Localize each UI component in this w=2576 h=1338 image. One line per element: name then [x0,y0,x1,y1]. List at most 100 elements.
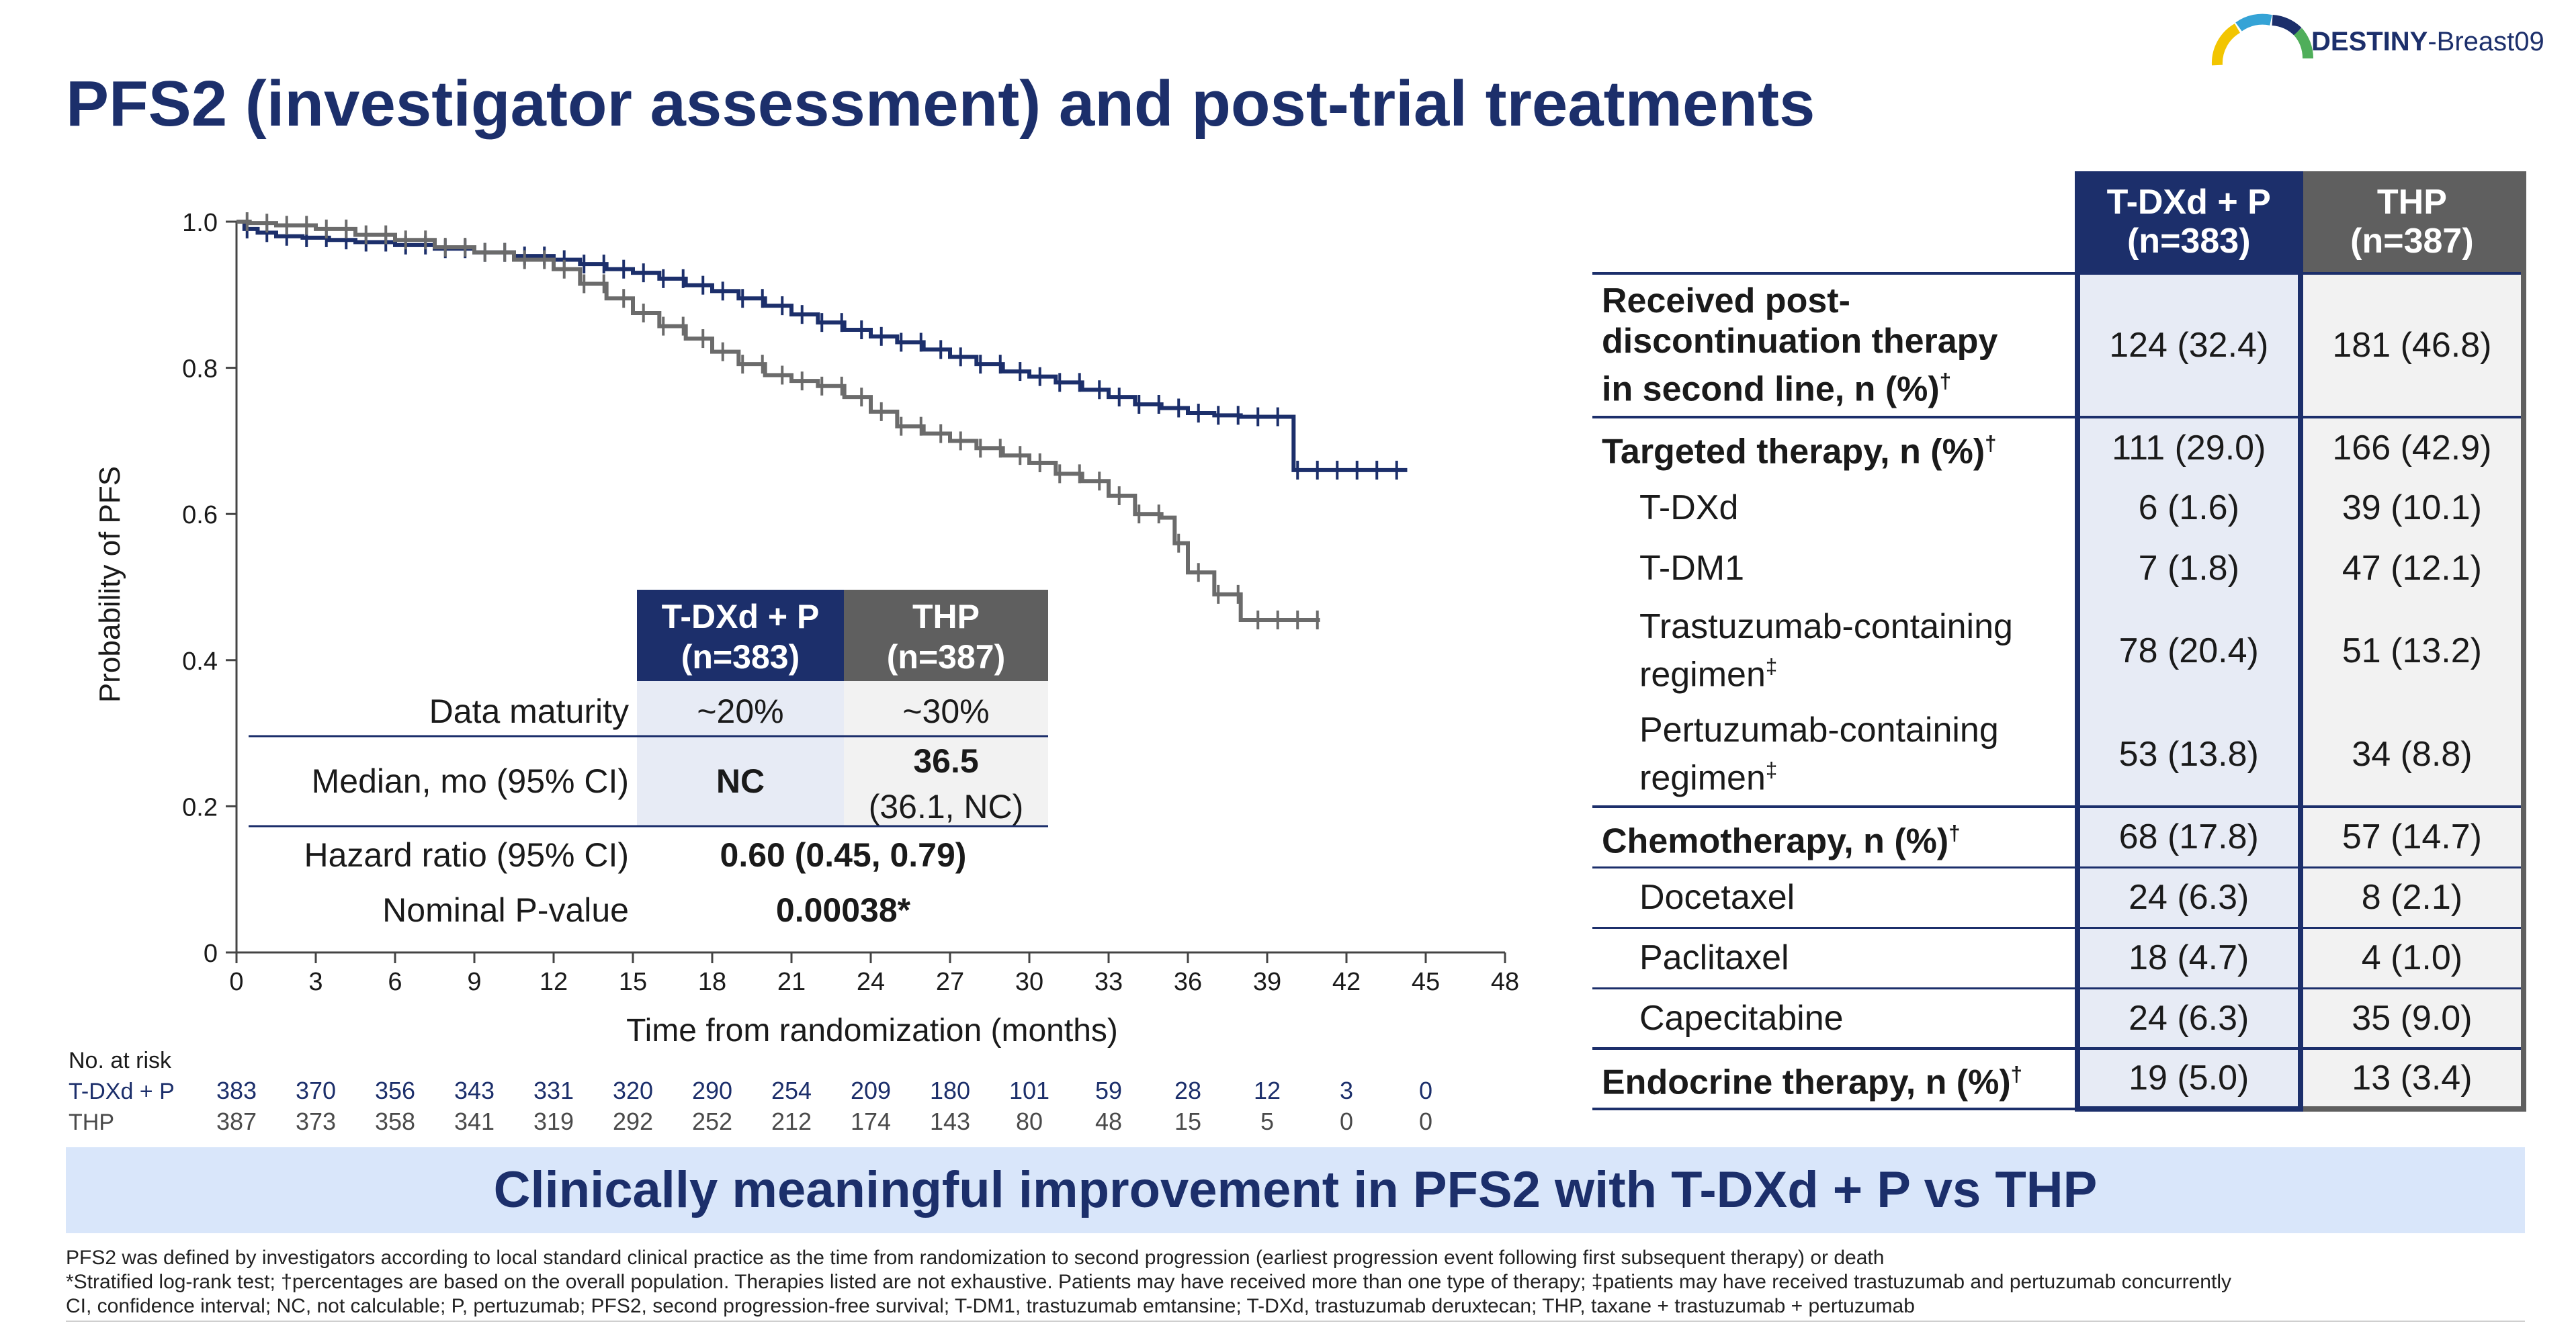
table-row-label: Capecitabine [1592,987,2077,1049]
footnote-3: CI, confidence interval; NC, not calcula… [66,1295,1915,1317]
y-tick-label: 0.6 [182,501,218,529]
inset-header-1-line1: T-DXd + P [662,598,820,635]
table-cell-tdxd: 24 (6.3) [2074,866,2303,928]
logo-text: DESTINY-Breast09 [2311,27,2544,56]
at-risk-value: 387 [216,1108,257,1135]
table-cell-tdxd: 124 (32.4) [2074,272,2303,417]
at-risk-series-label-1: T-DXd + P [69,1079,175,1104]
x-tick-label: 18 [698,968,726,996]
table-cell-thp: 8 (2.1) [2300,866,2527,928]
at-risk-value: 180 [930,1077,970,1104]
at-risk-value: 341 [454,1108,495,1135]
table-cell-tdxd: 111 (29.0) [2074,416,2303,478]
table-cell-tdxd: 68 (17.8) [2074,805,2303,867]
table-row-label: Received post-discontinuation therapy in … [1592,272,2077,417]
y-axis-label: Probability of PFS [93,466,126,703]
at-risk-value: 356 [375,1077,415,1104]
x-tick-label: 27 [936,968,964,996]
x-tick-label: 21 [777,968,806,996]
at-risk-value: 101 [1009,1077,1049,1104]
x-tick-label: 45 [1412,968,1440,996]
x-tick-label: 0 [229,968,243,996]
footnote-1: PFS2 was defined by investigators accord… [66,1247,1885,1269]
table-row-label: Targeted therapy, n (%)† [1592,416,2077,478]
at-risk-value: 358 [375,1108,415,1135]
inset-header-bg-2 [844,590,1048,681]
km-chart: 00.20.40.60.81.00 3 6 9 12 15 18 21 24 27 30 33 36 39… [69,209,1519,1135]
conclusion-banner: Clinically meaningful improvement in PFS… [493,1161,2098,1218]
inset-header-2-line1: THP [912,598,980,635]
y-tick-label: 0.2 [182,793,218,821]
at-risk-value: 370 [296,1077,336,1104]
table-cell-thp: 4 (1.0) [2300,926,2527,988]
at-risk-value: 0 [1340,1108,1353,1135]
table-header-tdxd: T-DXd + P (n=383) [2074,171,2303,273]
at-risk-value: 383 [216,1077,257,1104]
inset-header-bg-1 [637,590,844,681]
at-risk-value: 0 [1419,1077,1432,1104]
table-cell-thp: 166 (42.9) [2300,416,2527,478]
x-tick-label: 3 [308,968,323,996]
inset-col-bg-2 [844,681,1048,826]
inset-table: T-DXd + P (n=383) THP (n=387) Data matur… [249,590,1048,929]
destiny-breast09-logo [2211,13,2314,66]
table-cell-tdxd: 19 (5.0) [2074,1047,2303,1112]
at-risk-value: 80 [1016,1108,1043,1135]
table-cell-thp: 47 (12.1) [2300,538,2527,598]
inset-p-value: 0.00038* [776,891,911,929]
at-risk-value: 343 [454,1077,495,1104]
chart-axes: 00.20.40.60.81.00 3 6 9 12 15 18 21 24 27 30 33 36 39… [182,209,1519,996]
at-risk-value: 319 [533,1108,574,1135]
x-tick-label: 36 [1174,968,1202,996]
inset-row-label-median: Median, mo (95% CI) [312,762,629,800]
inset-header-1-line2: (n=383) [681,638,800,676]
at-risk-value: 212 [771,1108,812,1135]
footer-rule [66,1321,2525,1322]
at-risk-table: 383 370 356 343 331 320 290 254 209 180 101 59 28 12 3… [216,1077,1432,1135]
post-trial-treatments-table: T-DXd + P (n=383) THP (n=387) Received pos… [1592,171,2527,1112]
at-risk-value: 320 [613,1077,653,1104]
inset-p-label: Nominal P-value [382,891,629,929]
inset-row-maturity-b: ~30% [902,693,989,730]
at-risk-value: 209 [851,1077,891,1104]
conclusion-banner-bg [66,1147,2525,1233]
table-row-label: Docetaxel [1592,866,2077,928]
at-risk-value: 3 [1340,1077,1353,1104]
at-risk-value: 15 [1174,1108,1201,1135]
table-header-thp: THP (n=387) [2300,171,2527,273]
table-cell-thp: 51 (13.2) [2300,598,2527,703]
x-tick-label: 33 [1094,968,1123,996]
y-tick-label: 0.8 [182,355,218,384]
table-cell-tdxd: 53 (13.8) [2074,703,2303,807]
x-tick-label: 9 [467,968,481,996]
at-risk-value: 292 [613,1108,653,1135]
table-row-label: Endocrine therapy, n (%)† [1592,1047,2077,1110]
inset-row-label-maturity: Data maturity [429,693,629,730]
table-corner [1592,171,2077,273]
table-cell-thp: 181 (46.8) [2300,272,2527,417]
inset-header-2-line2: (n=387) [887,638,1005,676]
table-cell-tdxd: 78 (20.4) [2074,598,2303,703]
y-tick-label: 0.4 [182,648,218,676]
inset-row-median-b: 36.5 [913,742,978,780]
at-risk-value: 254 [771,1077,812,1104]
at-risk-value: 143 [930,1108,970,1135]
x-tick-label: 39 [1253,968,1281,996]
at-risk-value: 48 [1095,1108,1122,1135]
table-cell-thp: 39 (10.1) [2300,478,2527,538]
at-risk-value: 12 [1254,1077,1281,1104]
at-risk-series-label-2: THP [69,1110,114,1135]
table-cell-thp: 57 (14.7) [2300,805,2527,867]
at-risk-value: 5 [1260,1108,1274,1135]
at-risk-value: 331 [533,1077,574,1104]
at-risk-value: 0 [1419,1108,1432,1135]
series-line-2 [237,220,1320,622]
at-risk-value: 290 [692,1077,732,1104]
footnote-2: *Stratified log-rank test; †percentages … [66,1271,2231,1293]
x-axis-label: Time from randomization (months) [626,1013,1118,1049]
x-tick-label: 42 [1332,968,1361,996]
table-row-label: Trastuzumab-containing regimen‡ [1639,607,2013,695]
table-row-label: Paclitaxel [1592,926,2077,988]
table-cell-tdxd: 7 (1.8) [2074,538,2303,598]
at-risk-value: 28 [1174,1077,1201,1104]
